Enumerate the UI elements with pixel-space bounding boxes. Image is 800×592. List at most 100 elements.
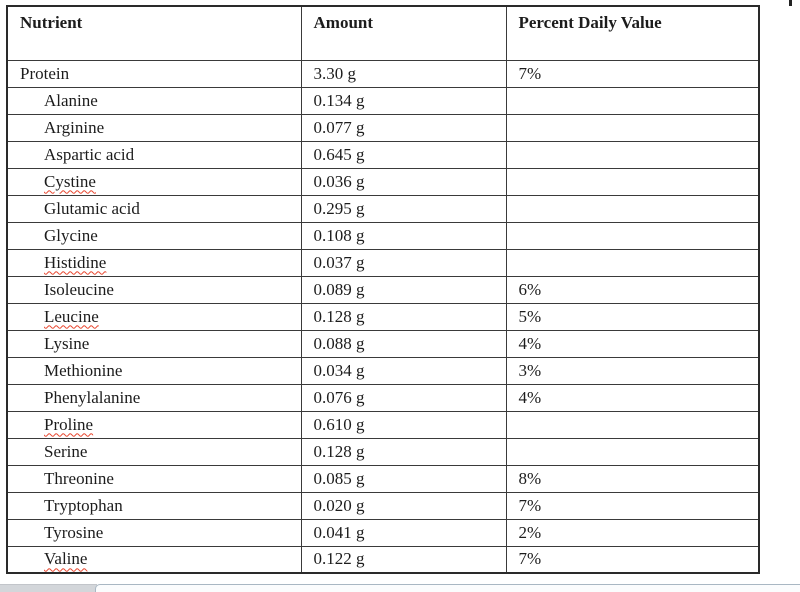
table-row: Glycine 0.108 g <box>6 221 760 250</box>
cell-amount: 0.034 g <box>300 356 507 385</box>
nutrient-label: Aspartic acid <box>44 144 135 164</box>
cell-nutrient: Proline <box>6 410 302 439</box>
cell-nutrient: Isoleucine <box>6 275 302 304</box>
header-nutrient: Nutrient <box>6 5 302 61</box>
table-row: Cystine 0.036 g <box>6 167 760 196</box>
cell-nutrient: Alanine <box>6 86 302 115</box>
cell-nutrient: Tyrosine <box>6 518 302 547</box>
cell-amount: 0.085 g <box>300 464 507 493</box>
cell-nutrient: Leucine <box>6 302 302 331</box>
header-percent-daily-value: Percent Daily Value <box>505 5 760 61</box>
cell-percent-daily-value <box>505 221 760 250</box>
table-row: Tryptophan 0.020 g 7% <box>6 491 760 520</box>
cell-percent-daily-value: 7% <box>505 545 760 574</box>
table-row: Lysine 0.088 g 4% <box>6 329 760 358</box>
table-row: Isoleucine 0.089 g 6% <box>6 275 760 304</box>
cell-percent-daily-value <box>505 437 760 466</box>
nutrient-label: Phenylalanine <box>44 387 141 407</box>
cell-percent-daily-value: 3% <box>505 356 760 385</box>
cell-amount: 0.020 g <box>300 491 507 520</box>
cell-percent-daily-value: 8% <box>505 464 760 493</box>
cell-nutrient: Lysine <box>6 329 302 358</box>
nutrient-label: Proline <box>44 414 94 434</box>
nutrient-label: Alanine <box>44 90 98 110</box>
table-row: Arginine 0.077 g <box>6 113 760 142</box>
nutrient-label: Cystine <box>44 171 96 191</box>
cell-percent-daily-value: 7% <box>505 59 760 88</box>
cell-nutrient: Glycine <box>6 221 302 250</box>
cell-percent-daily-value <box>505 248 760 277</box>
cell-percent-daily-value <box>505 410 760 439</box>
table-row: Aspartic acid 0.645 g <box>6 140 760 169</box>
nutrient-label: Leucine <box>44 306 99 326</box>
nutrient-label: Glutamic acid <box>44 198 140 218</box>
nutrient-label: Glycine <box>44 225 98 245</box>
table-row: Histidine 0.037 g <box>6 248 760 277</box>
table-row: Alanine 0.134 g <box>6 86 760 115</box>
cell-nutrient: Serine <box>6 437 302 466</box>
cell-amount: 0.089 g <box>300 275 507 304</box>
cell-amount: 0.077 g <box>300 113 507 142</box>
nutrient-label: Histidine <box>44 252 107 272</box>
taskbar-fragment <box>0 584 97 592</box>
cell-nutrient: Arginine <box>6 113 302 142</box>
cell-amount: 0.041 g <box>300 518 507 547</box>
nutrient-label: Isoleucine <box>44 279 114 299</box>
cell-percent-daily-value <box>505 194 760 223</box>
cell-percent-daily-value <box>505 167 760 196</box>
cell-amount: 0.128 g <box>300 302 507 331</box>
cell-amount: 0.036 g <box>300 167 507 196</box>
nutrient-label: Methionine <box>44 360 123 380</box>
cell-nutrient: Glutamic acid <box>6 194 302 223</box>
cell-amount: 3.30 g <box>300 59 507 88</box>
cell-percent-daily-value: 7% <box>505 491 760 520</box>
nutrient-label: Tyrosine <box>44 522 104 542</box>
cell-amount: 0.128 g <box>300 437 507 466</box>
cell-percent-daily-value: 4% <box>505 329 760 358</box>
cell-amount: 0.610 g <box>300 410 507 439</box>
nutrient-label: Arginine <box>44 117 105 137</box>
cell-amount: 0.108 g <box>300 221 507 250</box>
cell-amount: 0.134 g <box>300 86 507 115</box>
cell-nutrient: Histidine <box>6 248 302 277</box>
cell-nutrient: Aspartic acid <box>6 140 302 169</box>
cell-amount: 0.122 g <box>300 545 507 574</box>
nutrient-label: Lysine <box>44 333 90 353</box>
cell-percent-daily-value <box>505 113 760 142</box>
nutrient-label: Valine <box>44 549 88 569</box>
cell-nutrient: Threonine <box>6 464 302 493</box>
nutrient-label: Threonine <box>44 468 114 488</box>
bottom-ui-sliver <box>0 583 800 592</box>
cell-amount: 0.295 g <box>300 194 507 223</box>
table-row: Glutamic acid 0.295 g <box>6 194 760 223</box>
table-row: Serine 0.128 g <box>6 437 760 466</box>
cell-nutrient: Phenylalanine <box>6 383 302 412</box>
cell-percent-daily-value <box>505 86 760 115</box>
cell-percent-daily-value: 5% <box>505 302 760 331</box>
window-edge-fragment <box>95 584 800 592</box>
cell-amount: 0.088 g <box>300 329 507 358</box>
table-row: Phenylalanine 0.076 g 4% <box>6 383 760 412</box>
table-row: Leucine 0.128 g 5% <box>6 302 760 331</box>
table-row: Valine 0.122 g 7% <box>6 545 760 574</box>
cell-nutrient: Cystine <box>6 167 302 196</box>
nutrient-label: Tryptophan <box>44 495 123 515</box>
nutrient-table: Nutrient Amount Percent Daily Value Prot… <box>6 5 760 574</box>
header-amount: Amount <box>300 5 507 61</box>
table-header-row: Nutrient Amount Percent Daily Value <box>6 5 760 61</box>
cell-nutrient: Methionine <box>6 356 302 385</box>
table-row: Protein 3.30 g 7% <box>6 59 760 88</box>
table-row: Tyrosine 0.041 g 2% <box>6 518 760 547</box>
nutrient-label: Serine <box>44 441 88 461</box>
cell-nutrient: Tryptophan <box>6 491 302 520</box>
nutrient-label: Protein <box>20 63 70 83</box>
table-row: Threonine 0.085 g 8% <box>6 464 760 493</box>
cell-percent-daily-value: 2% <box>505 518 760 547</box>
table-row: Methionine 0.034 g 3% <box>6 356 760 385</box>
cell-percent-daily-value <box>505 140 760 169</box>
cell-amount: 0.037 g <box>300 248 507 277</box>
text-cursor-mark <box>789 0 792 6</box>
cell-nutrient: Protein <box>6 59 302 88</box>
cell-nutrient: Valine <box>6 545 302 574</box>
